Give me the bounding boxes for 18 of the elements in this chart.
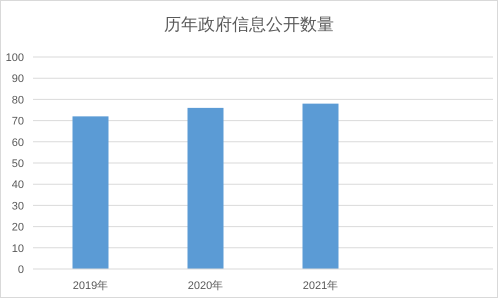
x-tick-label: 2021年 — [302, 280, 338, 292]
y-tick-label: 70 — [12, 116, 24, 128]
bar — [302, 104, 338, 269]
bar — [188, 108, 224, 269]
y-tick-label: 30 — [12, 200, 24, 212]
x-tick-label: 2019年 — [72, 280, 108, 292]
y-tick-label: 90 — [12, 73, 24, 86]
chart-title: 历年政府信息公开数量 — [164, 15, 334, 34]
y-tick-label: 20 — [12, 222, 24, 234]
y-tick-label: 60 — [12, 136, 24, 149]
y-tick-label: 40 — [12, 179, 24, 192]
y-tick-label: 0 — [18, 264, 24, 276]
y-tick-label: 80 — [12, 94, 24, 106]
y-tick-label: 100 — [6, 52, 24, 64]
y-tick-label: 50 — [12, 158, 24, 170]
y-tick-label: 10 — [12, 242, 24, 255]
bar — [72, 116, 108, 269]
x-tick-label: 2020年 — [188, 280, 224, 292]
